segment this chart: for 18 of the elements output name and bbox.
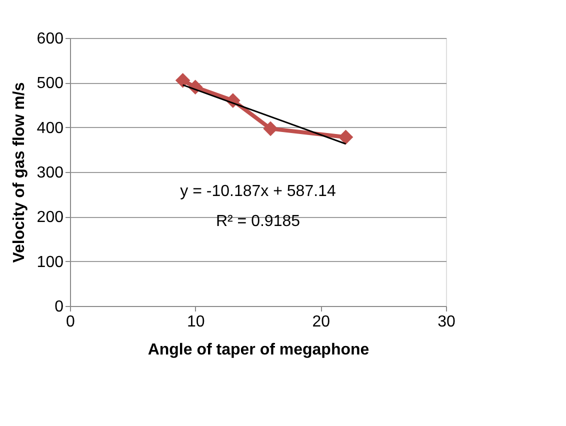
y-tick-label: 400 [36, 120, 64, 137]
y-tick-label: 500 [36, 75, 64, 92]
x-tick-label: 20 [312, 314, 330, 330]
y-tick-label: 100 [36, 254, 64, 271]
x-tick-label: 30 [438, 314, 456, 330]
y-axis-title: Velocity of gas flow m/s [10, 82, 28, 263]
point [338, 130, 354, 145]
y-tick-label: 200 [36, 209, 64, 226]
x-tick-label: 0 [66, 314, 76, 330]
x-axis-title: Angle of taper of megaphone [148, 342, 370, 358]
point [175, 73, 190, 88]
x-tick-label: 10 [186, 314, 205, 330]
y-tick-label: 0 [54, 298, 64, 316]
y-tick-label: 300 [36, 164, 64, 182]
annotation: y = -10.187x + 587.14 [180, 182, 336, 200]
y-tick-label: 600 [36, 30, 64, 48]
annotation: R² = 0.9185 [216, 212, 300, 230]
point [263, 121, 278, 136]
